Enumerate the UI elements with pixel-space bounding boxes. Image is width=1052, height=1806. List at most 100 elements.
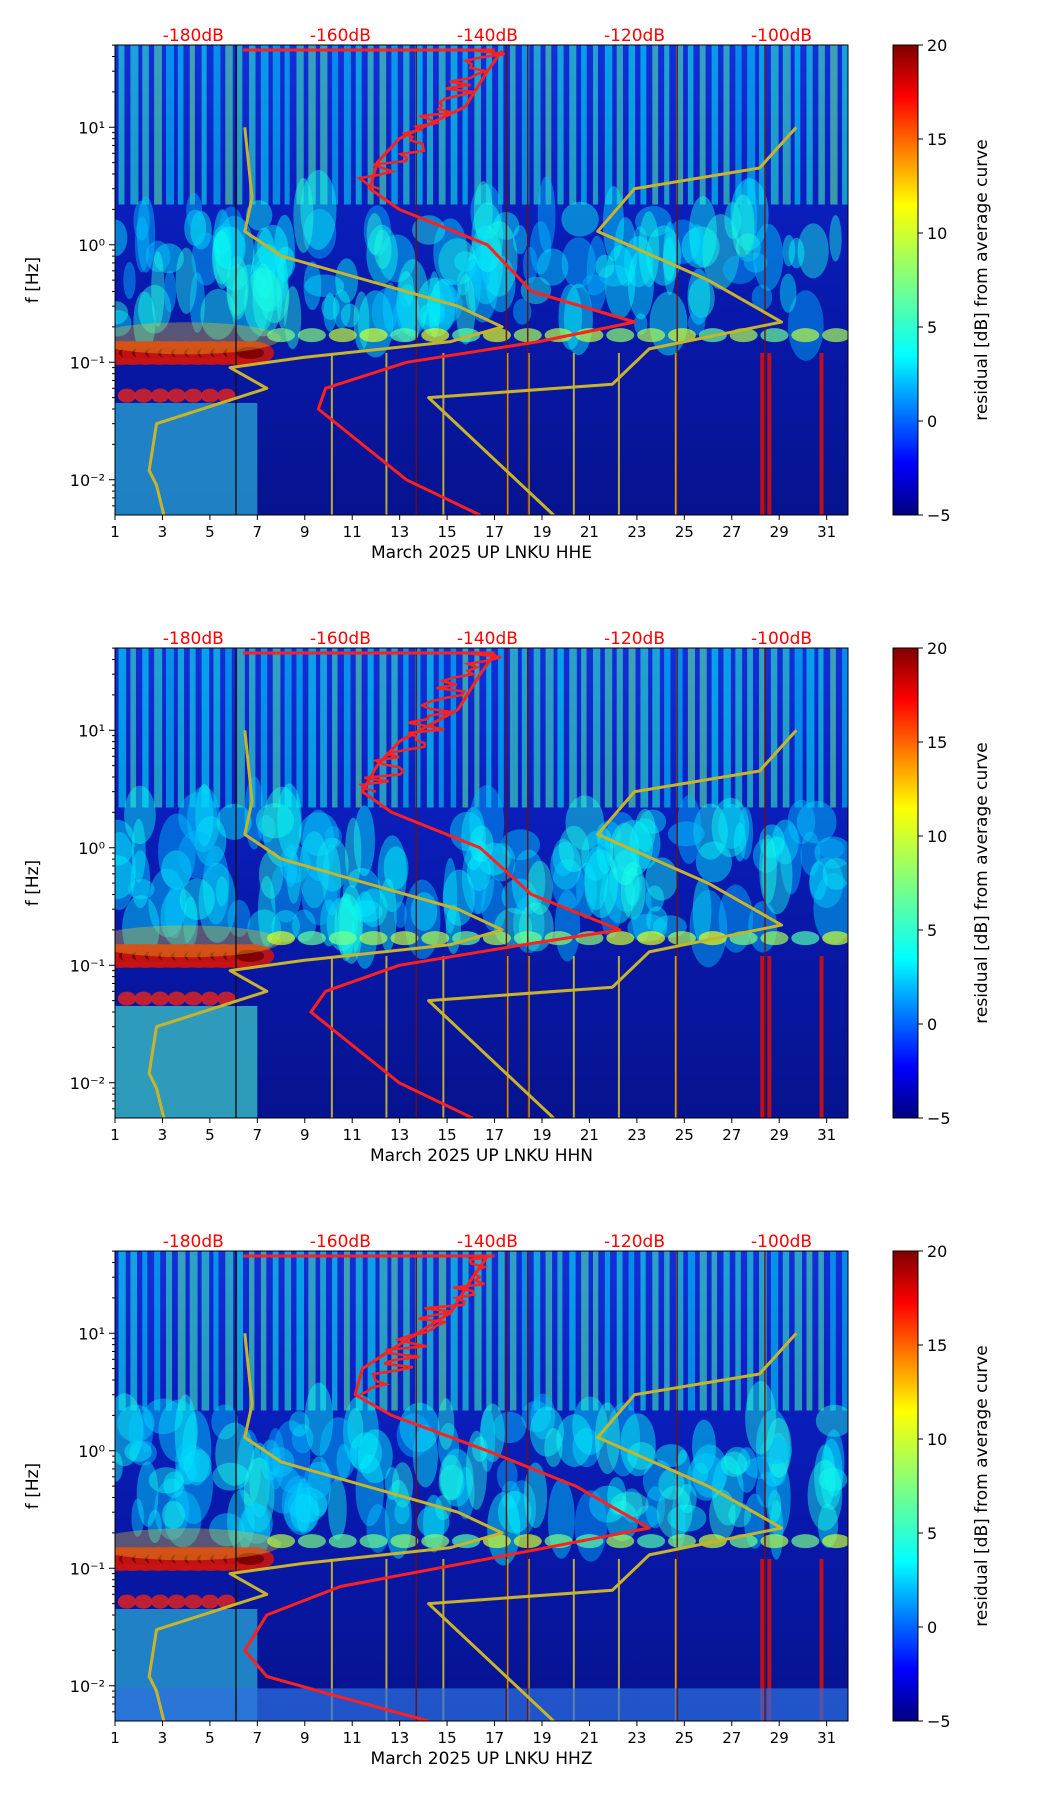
noise-blob: [238, 1502, 271, 1560]
noise-blob: [290, 1494, 320, 1533]
hf-stripe: [521, 45, 530, 205]
noise-blob: [298, 812, 339, 857]
noise-blob: [513, 298, 532, 325]
colorbar: [892, 1250, 919, 1722]
noise-blob: [638, 211, 660, 287]
noise-blob: [212, 230, 231, 285]
noise-blob: [595, 254, 615, 278]
colorbar-tick-label: 20: [927, 639, 947, 658]
noise-blob: [724, 1446, 751, 1475]
noise-blob: [456, 270, 470, 296]
colorbar-tick-label: 10: [927, 1430, 947, 1449]
noise-blob: [522, 247, 538, 284]
noise-blob: [115, 819, 135, 866]
hf-stripe: [830, 648, 836, 808]
hf-stripe: [759, 648, 766, 808]
noise-blob: [300, 170, 337, 250]
hf-stripe: [213, 648, 221, 808]
noise-blob: [624, 867, 640, 906]
noise-blob: [572, 1396, 608, 1455]
noise-blob: [211, 1404, 239, 1440]
noise-blob: [439, 1454, 463, 1500]
high-noise-model-curve: [427, 126, 798, 515]
noise-blob: [416, 277, 456, 337]
hf-stripe: [189, 1251, 198, 1411]
hf-stripe: [177, 45, 184, 205]
noise-blob: [164, 1491, 202, 1548]
y-axis-label: f [Hz]: [23, 257, 43, 303]
noise-blob: [711, 797, 750, 858]
event-line: [506, 352, 509, 515]
microseism-blob: [822, 1534, 848, 1549]
noise-blob: [627, 249, 654, 320]
noise-blob: [293, 177, 314, 253]
microseism-blob: [791, 931, 820, 946]
y-tick-label: 10⁻²: [70, 471, 105, 490]
noise-blob: [756, 1471, 777, 1508]
high-noise-model-curve: [427, 1332, 798, 1721]
noise-blob: [678, 1484, 697, 1514]
noise-blob: [183, 896, 198, 948]
microseism-blob: [267, 328, 296, 343]
microseism-blob: [822, 931, 848, 946]
noise-blob: [174, 1445, 214, 1524]
noise-blob: [438, 238, 477, 286]
noise-blob: [363, 205, 391, 256]
noise-blob: [613, 851, 638, 885]
microseism-blob: [297, 931, 326, 946]
microseism-blob: [390, 328, 419, 343]
noise-blob: [620, 861, 646, 920]
hf-stripe: [142, 648, 149, 808]
event-line: [442, 352, 445, 515]
microseism-blob: [328, 328, 357, 343]
noise-blob: [718, 803, 746, 850]
noise-blob: [131, 1498, 144, 1537]
noise-blob: [241, 1503, 273, 1544]
hf-stripe: [343, 648, 351, 808]
event-line: [572, 1558, 575, 1721]
noise-blob: [807, 1460, 843, 1531]
db-axis-label: -160dB: [310, 26, 371, 46]
noise-blob: [565, 795, 605, 851]
noise-blob: [163, 270, 177, 313]
noise-blob: [739, 177, 758, 255]
noise-blob: [818, 1467, 848, 1492]
noise-blob: [226, 263, 248, 316]
noise-blob: [190, 210, 212, 250]
event-line: [385, 1558, 388, 1721]
hf-stripe: [652, 45, 659, 205]
hf-stripe: [355, 648, 362, 808]
hf-stripe: [699, 648, 707, 808]
hf-stripe: [284, 45, 290, 205]
hf-stripe: [604, 45, 613, 205]
x-tick-label: 29: [770, 1729, 789, 1747]
noise-blob: [371, 287, 409, 337]
microseism-halo: [115, 322, 282, 355]
noise-blob: [138, 284, 172, 334]
noise-blob: [136, 1461, 159, 1527]
noise-blob: [815, 1404, 848, 1437]
hf-stripe: [237, 648, 245, 808]
hf-stripe: [296, 45, 304, 205]
noise-blob: [281, 1475, 316, 1532]
x-tick-label: 13: [390, 1126, 409, 1144]
hf-stripe: [474, 45, 481, 205]
hf-stripe: [367, 1251, 376, 1411]
noise-blob: [357, 1429, 393, 1484]
db-axis-label: -160dB: [310, 629, 371, 649]
noise-blob: [507, 1480, 537, 1537]
y-tick-label: 10⁰: [78, 1442, 105, 1461]
noise-blob: [158, 813, 196, 891]
event-line: [330, 955, 333, 1118]
noise-blob: [663, 221, 677, 296]
noise-blob: [656, 1485, 693, 1539]
noise-blob: [561, 237, 596, 289]
noise-blob: [174, 1394, 197, 1472]
hf-stripe: [652, 1251, 659, 1411]
hf-stripe: [747, 45, 756, 205]
noise-blob: [262, 786, 302, 867]
hf-stripe: [770, 1251, 779, 1411]
db-axis-label: -120dB: [604, 1232, 665, 1252]
noise-blob: [336, 1443, 351, 1479]
colorbar-tick-label: 10: [927, 827, 947, 846]
